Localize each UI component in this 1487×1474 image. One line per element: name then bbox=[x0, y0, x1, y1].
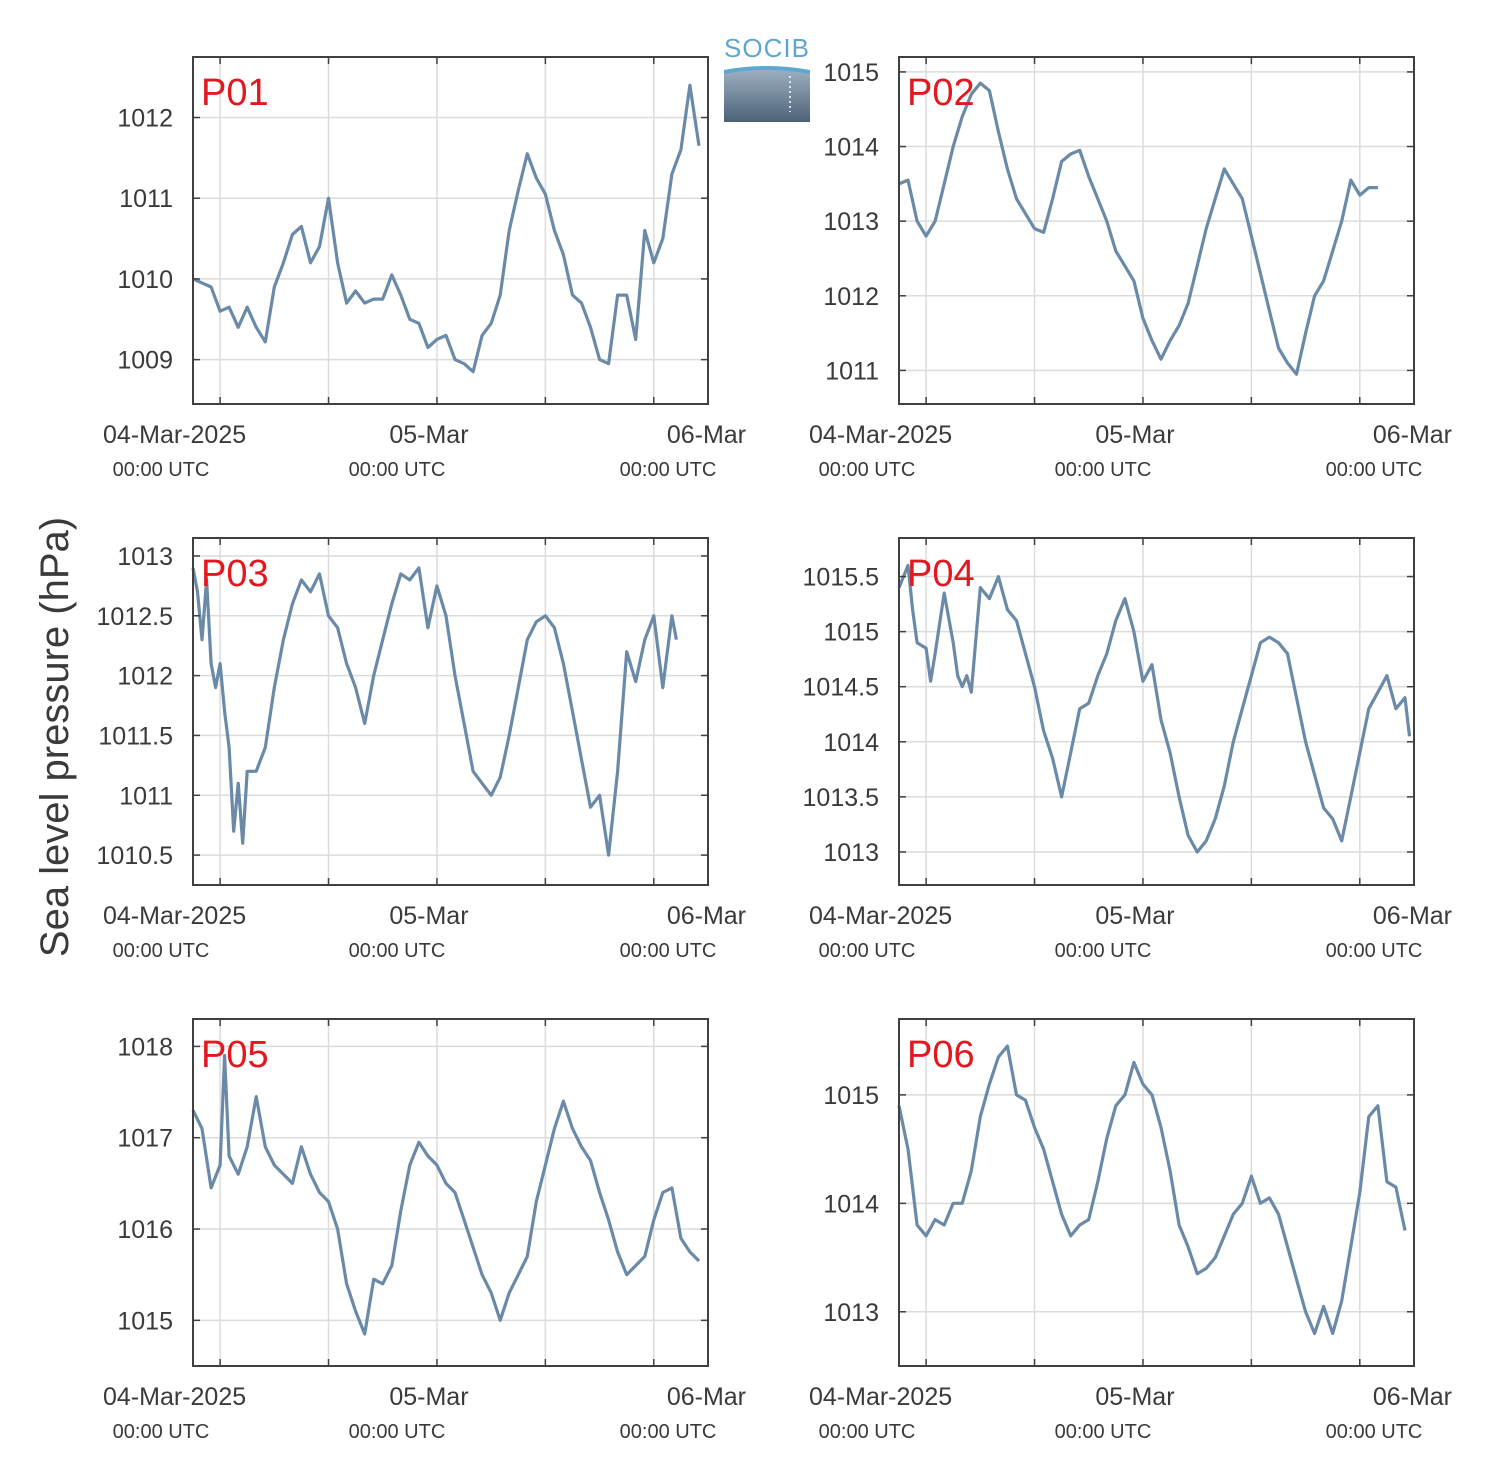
y-tick-label: 1018 bbox=[117, 1033, 173, 1061]
y-axis-label: Sea level pressure (hPa) bbox=[33, 517, 77, 957]
y-tick-label: 1016 bbox=[117, 1216, 173, 1244]
series-line bbox=[897, 563, 1412, 854]
y-tick-label: 1012 bbox=[117, 663, 173, 691]
x-tick-label: 05-Mar bbox=[389, 902, 468, 930]
y-tick-label: 1015 bbox=[823, 1082, 879, 1110]
chart-panel-p05: 1015 1016 1017 1018 04-Mar-2025 00:00 UTC 05-M… bbox=[103, 1018, 746, 1443]
socib-logo: SOCIB bbox=[720, 34, 814, 126]
y-tick-label: 1013.5 bbox=[803, 784, 879, 812]
series-line bbox=[897, 1044, 1407, 1336]
x-tick-sublabel: 00:00 UTC bbox=[1326, 459, 1423, 481]
x-tick-sublabel: 00:00 UTC bbox=[1055, 940, 1152, 962]
y-tick-label: 1014 bbox=[823, 1190, 879, 1218]
x-tick-sublabel: 00:00 UTC bbox=[1326, 1421, 1423, 1443]
y-tick-label: 1014.5 bbox=[803, 674, 879, 702]
panel-label: P06 bbox=[907, 1034, 975, 1076]
plot-area bbox=[899, 57, 1414, 404]
x-tick-sublabel: 00:00 UTC bbox=[1326, 940, 1423, 962]
y-tick-label: 1015.5 bbox=[803, 564, 879, 592]
chart-panel-p02: 1011 1012 1013 1014 1015 04-Mar-2025 00:00 UTC… bbox=[809, 56, 1452, 481]
x-tick-label: 06-Mar bbox=[1373, 1383, 1452, 1411]
panels: 1009 1010 1011 1012 04-Mar-2025 00:00 UTC 05-M… bbox=[97, 56, 1452, 1443]
y-tick-label: 1012.5 bbox=[97, 603, 173, 631]
x-tick-label: 05-Mar bbox=[389, 1383, 468, 1411]
y-tick-label: 1011 bbox=[119, 185, 173, 213]
panel-label: P05 bbox=[201, 1034, 269, 1076]
chart-panel-p06: 1013 1014 1015 04-Mar-2025 00:00 UTC 05-Mar 00… bbox=[809, 1018, 1452, 1443]
x-tick-sublabel: 00:00 UTC bbox=[819, 1421, 916, 1443]
y-tick-label: 1014 bbox=[823, 729, 879, 757]
x-tick-label: 06-Mar bbox=[667, 902, 746, 930]
plot-area bbox=[899, 1019, 1414, 1366]
y-tick-label: 1011.5 bbox=[98, 722, 173, 750]
axes-frame bbox=[192, 1018, 709, 1367]
x-tick-label: 04-Mar-2025 bbox=[103, 421, 246, 449]
series-line bbox=[192, 83, 701, 374]
plot-area bbox=[899, 538, 1414, 885]
x-tick-label: 04-Mar-2025 bbox=[809, 1383, 952, 1411]
x-tick-sublabel: 00:00 UTC bbox=[819, 459, 916, 481]
panel-label: P01 bbox=[201, 72, 269, 114]
y-tick-label: 1011 bbox=[119, 782, 173, 810]
x-tick-label: 05-Mar bbox=[1095, 1383, 1174, 1411]
x-tick-label: 06-Mar bbox=[667, 1383, 746, 1411]
x-tick-label: 04-Mar-2025 bbox=[809, 902, 952, 930]
x-tick-label: 06-Mar bbox=[667, 421, 746, 449]
panel-label: P02 bbox=[907, 72, 975, 114]
y-tick-label: 1012 bbox=[117, 105, 173, 133]
y-tick-label: 1015 bbox=[823, 619, 879, 647]
panel-label: P04 bbox=[907, 553, 975, 595]
series-line bbox=[191, 566, 678, 857]
x-tick-label: 05-Mar bbox=[1095, 902, 1174, 930]
x-tick-sublabel: 00:00 UTC bbox=[620, 940, 717, 962]
x-tick-sublabel: 00:00 UTC bbox=[113, 1421, 210, 1443]
x-tick-sublabel: 00:00 UTC bbox=[349, 1421, 446, 1443]
y-tick-label: 1015 bbox=[117, 1307, 173, 1335]
x-tick-label: 06-Mar bbox=[1373, 902, 1452, 930]
x-tick-sublabel: 00:00 UTC bbox=[1055, 459, 1152, 481]
plot-area bbox=[193, 1019, 708, 1366]
logo-graphic bbox=[724, 66, 810, 122]
x-tick-label: 06-Mar bbox=[1373, 421, 1452, 449]
chart-panel-p03: 1010.5 1011 1011.5 1012 1012.5 1013 04-Mar-202… bbox=[97, 537, 746, 962]
y-tick-label: 1009 bbox=[117, 347, 173, 375]
y-tick-label: 1012 bbox=[823, 283, 879, 311]
x-tick-sublabel: 00:00 UTC bbox=[349, 940, 446, 962]
axes-frame bbox=[192, 56, 709, 405]
axes-frame bbox=[192, 537, 709, 886]
y-tick-label: 1010.5 bbox=[97, 842, 173, 870]
y-tick-label: 1014 bbox=[823, 134, 879, 162]
x-tick-label: 05-Mar bbox=[389, 421, 468, 449]
chart-panel-p04: 1013 1013.5 1014 1014.5 1015 1015.5 04-Mar-202… bbox=[803, 537, 1452, 962]
x-tick-label: 05-Mar bbox=[1095, 421, 1174, 449]
x-tick-label: 04-Mar-2025 bbox=[103, 1383, 246, 1411]
axes-frame bbox=[898, 1018, 1415, 1367]
y-tick-label: 1013 bbox=[823, 1299, 879, 1327]
panel-label: P03 bbox=[201, 553, 269, 595]
y-tick-label: 1013 bbox=[117, 543, 173, 571]
series-line bbox=[191, 1053, 701, 1336]
y-tick-label: 1017 bbox=[117, 1125, 173, 1153]
x-tick-sublabel: 00:00 UTC bbox=[113, 940, 210, 962]
x-tick-sublabel: 00:00 UTC bbox=[349, 459, 446, 481]
y-tick-label: 1011 bbox=[825, 357, 879, 385]
x-tick-sublabel: 00:00 UTC bbox=[620, 1421, 717, 1443]
chart-panel-p01: 1009 1010 1011 1012 04-Mar-2025 00:00 UTC 05-M… bbox=[103, 56, 746, 481]
y-tick-label: 1013 bbox=[823, 208, 879, 236]
axes-frame bbox=[898, 537, 1415, 886]
x-tick-sublabel: 00:00 UTC bbox=[113, 459, 210, 481]
x-tick-sublabel: 00:00 UTC bbox=[1055, 1421, 1152, 1443]
x-tick-label: 04-Mar-2025 bbox=[809, 421, 952, 449]
series-line bbox=[898, 81, 1378, 376]
y-tick-label: 1013 bbox=[823, 839, 879, 867]
logo-text: SOCIB bbox=[724, 33, 810, 63]
x-tick-label: 04-Mar-2025 bbox=[103, 902, 246, 930]
x-tick-sublabel: 00:00 UTC bbox=[819, 940, 916, 962]
y-tick-label: 1010 bbox=[117, 266, 173, 294]
x-tick-sublabel: 00:00 UTC bbox=[620, 459, 717, 481]
y-tick-label: 1015 bbox=[823, 59, 879, 87]
axes-frame bbox=[898, 56, 1415, 405]
